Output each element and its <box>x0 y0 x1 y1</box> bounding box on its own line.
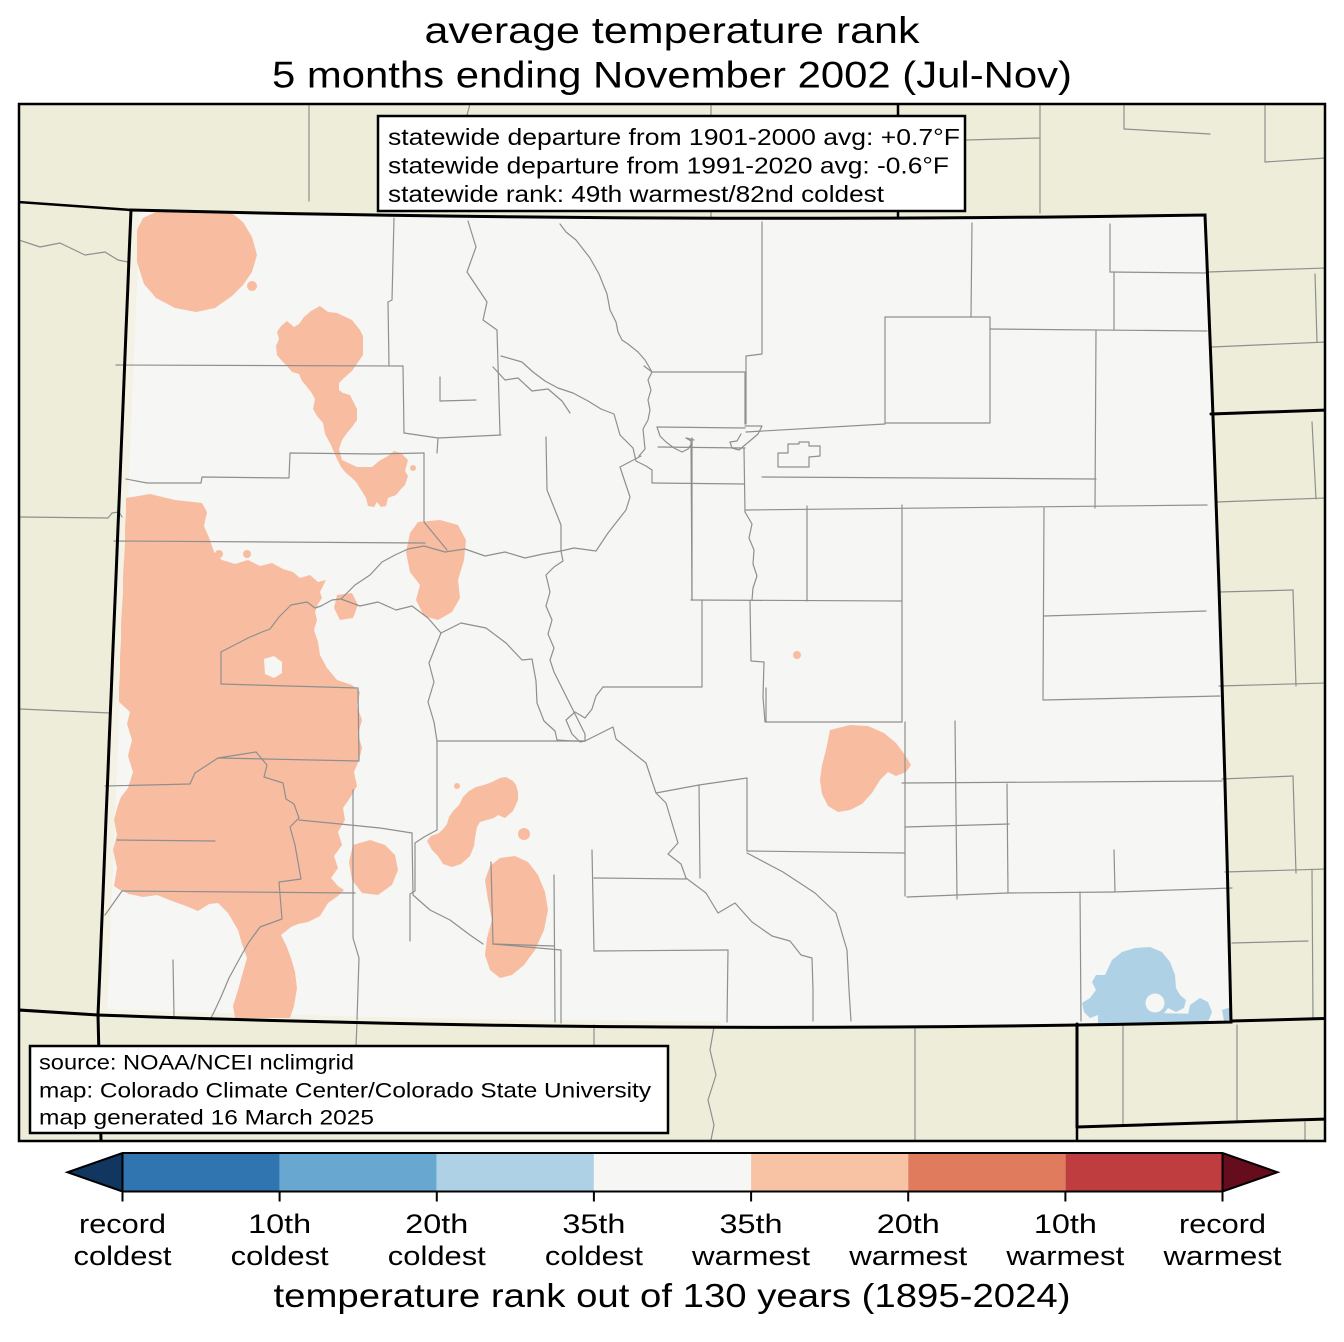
svg-text:warmest: warmest <box>1162 1240 1282 1271</box>
svg-text:coldest: coldest <box>388 1240 486 1271</box>
svg-text:warmest: warmest <box>1005 1240 1125 1271</box>
svg-text:temperature rank out of 130 ye: temperature rank out of 130 years (1895-… <box>274 1278 1071 1315</box>
svg-text:map: Colorado Climate Center/C: map: Colorado Climate Center/Colorado St… <box>39 1078 651 1103</box>
svg-text:statewide rank: 49th warmest/8: statewide rank: 49th warmest/82nd coldes… <box>388 181 885 207</box>
svg-text:statewide departure from 1901-: statewide departure from 1901-2000 avg: … <box>388 124 960 150</box>
svg-text:warmest: warmest <box>691 1240 811 1271</box>
svg-text:35th: 35th <box>720 1208 783 1239</box>
svg-text:20th: 20th <box>405 1208 468 1239</box>
svg-text:average temperature rank: average temperature rank <box>425 10 921 51</box>
svg-text:map generated 16 March 2025: map generated 16 March 2025 <box>39 1105 374 1130</box>
svg-text:20th: 20th <box>877 1208 940 1239</box>
svg-text:coldest: coldest <box>231 1240 329 1271</box>
svg-text:coldest: coldest <box>74 1240 172 1271</box>
svg-text:source: NOAA/NCEI nclimgrid: source: NOAA/NCEI nclimgrid <box>39 1050 354 1075</box>
svg-text:record: record <box>79 1208 166 1239</box>
svg-text:coldest: coldest <box>545 1240 643 1271</box>
svg-text:10th: 10th <box>248 1208 311 1239</box>
svg-text:5 months ending November 2002: 5 months ending November 2002 (Jul-Nov) <box>272 55 1072 96</box>
svg-text:warmest: warmest <box>848 1240 968 1271</box>
svg-text:35th: 35th <box>562 1208 625 1239</box>
svg-text:record: record <box>1179 1208 1266 1239</box>
svg-text:statewide departure from 1991-: statewide departure from 1991-2020 avg: … <box>388 153 949 179</box>
svg-text:10th: 10th <box>1034 1208 1097 1239</box>
